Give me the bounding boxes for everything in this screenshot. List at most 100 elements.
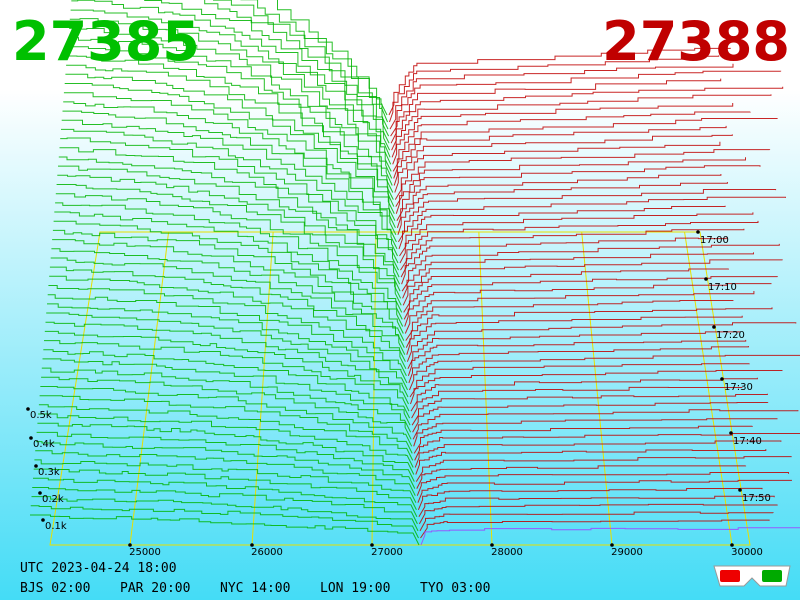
depth-label: 0.4k [33,439,55,450]
ask-slice [398,196,786,250]
bid-slice [61,128,398,250]
bid-slice [69,18,392,165]
bid-slice [31,496,419,532]
price-grid-line [684,231,733,546]
bid-slice [34,459,417,503]
bid-slice [45,321,409,398]
bid-slice [50,257,405,348]
price-label: 26000 [251,547,283,558]
depth-tick [29,436,33,440]
ask-slice [393,118,778,179]
ask-slice [400,228,745,278]
bid-slice [144,0,390,144]
bid-slice [55,202,402,306]
ask-slice [405,307,773,348]
ask-slice [388,47,731,116]
ask-slice [416,472,789,496]
bid-slice [55,193,402,299]
ask-slice [408,346,749,384]
ask-slice [403,268,729,313]
price-label: 29000 [611,547,643,558]
bid-slice [58,156,399,271]
bid-slice [234,0,388,123]
ask-slice [414,440,782,468]
bid-slice [213,0,389,130]
ask-slice [410,370,783,405]
ask-slice [412,402,769,433]
bid-slice [49,275,406,362]
depth-label: 0.3k [38,467,60,478]
ask-slice [412,409,799,440]
bid-slice [70,9,391,158]
ask-slice [409,363,750,398]
time-tick [696,230,700,234]
ask-slice [415,456,792,482]
bid-slice [53,220,403,320]
price-tick [128,543,132,547]
bid-slice [46,312,408,391]
bid-slice [35,441,416,489]
bid-slice [32,487,418,525]
ask-slice [397,182,728,235]
bid-slice [62,110,397,236]
ask-slice [390,78,722,144]
price-grid-line [251,231,274,546]
depth-curves [30,0,800,546]
ask-slice [389,63,734,130]
ask-slice [407,331,741,370]
bid-slice [33,477,418,518]
bid-slice [47,303,408,384]
ask-slice [417,487,763,510]
ask-price: 27388 [602,10,790,73]
bid-slice [66,55,394,193]
bid-slice [71,0,391,151]
depth-label: 0.1k [45,521,67,532]
ask-slice [390,70,782,137]
ask-slice [396,174,722,228]
zone-time: PAR 20:00 [120,581,190,596]
ask-slice [406,315,743,355]
ask-slice [401,237,727,285]
ask-slice [418,503,778,525]
price-label: 28000 [491,547,523,558]
price-label: 27000 [371,547,403,558]
ask-slice [419,511,774,532]
ask-slice [395,149,771,207]
bid-slice [41,376,412,440]
bid-slice [61,119,397,243]
bid-slice [49,266,406,355]
bid-slice [36,431,415,482]
axis-labels: 25000 26000 27000 28000 29000 30000 0.1k 0.2k 0.… [26,230,771,558]
zone-time: TYO 03:00 [420,581,490,596]
bid-slice [57,174,401,285]
bid-slice [204,0,390,137]
bid-slice [59,147,399,264]
ask-slice [402,252,754,299]
ask-slice [400,220,759,271]
depth-tick [34,464,38,468]
bid-slice [41,367,412,433]
ask-slice [411,393,768,426]
bid-price: 27385 [12,10,200,73]
time-label: 17:20 [716,330,745,341]
time-tick [720,377,724,381]
ask-slice [399,205,726,257]
time-tick [704,277,708,281]
price-tick [490,543,494,547]
bid-slice [30,514,420,546]
bid-slice [277,0,388,116]
floor-outline [49,231,751,546]
bid-slice [42,358,411,426]
ask-slice [405,300,734,341]
ask-slice [413,425,753,454]
bid-slice [60,137,398,257]
bid-slice [63,101,396,229]
bid-slice [44,330,409,405]
time-tick [729,431,733,435]
ask-slice [391,94,772,158]
price-tick [370,543,374,547]
time-label: 17:00 [700,235,729,246]
time-label: 17:10 [708,282,737,293]
bid-slice [33,468,417,511]
